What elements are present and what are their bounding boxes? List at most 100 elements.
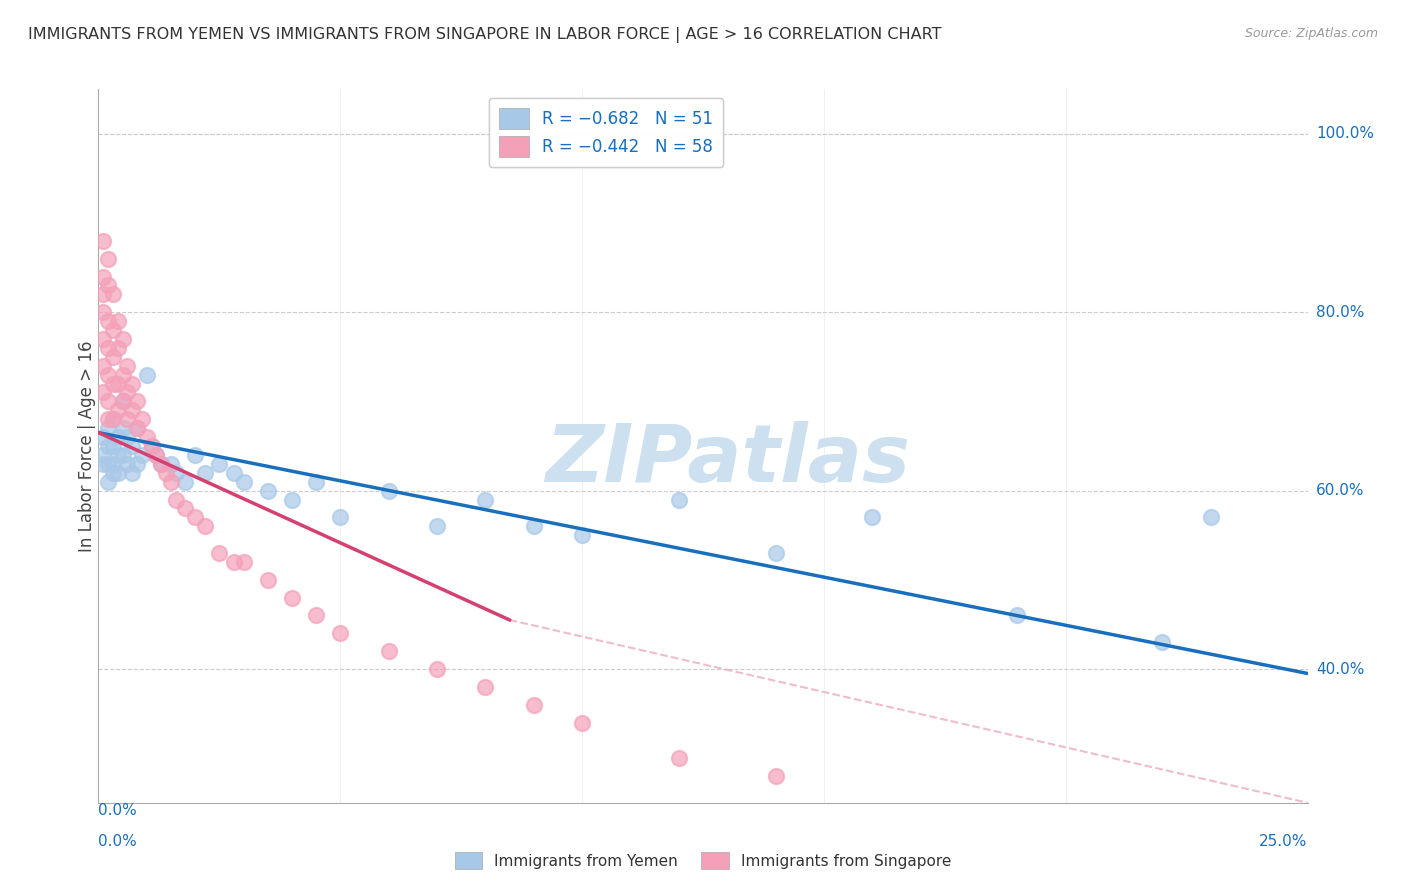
Text: 60.0%: 60.0% [1316,483,1364,498]
Point [121,376,143,391]
Point [571,528,593,542]
Point [97,439,120,453]
Point [523,698,546,712]
Point [232,555,254,569]
Point [97,252,120,266]
Point [426,519,449,533]
Point [222,466,245,480]
Point [160,457,183,471]
Point [165,492,187,507]
Point [131,448,153,462]
Point [1007,608,1029,623]
Point [97,421,120,435]
Point [111,368,134,382]
Point [135,368,157,382]
Point [97,457,120,471]
Point [97,314,120,328]
Point [91,457,114,471]
Point [141,439,163,453]
Point [121,466,143,480]
Point [91,287,114,301]
Point [174,501,197,516]
Point [668,492,690,507]
Point [131,412,153,426]
Point [97,368,120,382]
Point [101,323,124,337]
Point [117,385,139,400]
Text: 100.0%: 100.0% [1316,127,1374,141]
Point [523,519,546,533]
Point [155,466,177,480]
Point [256,483,278,498]
Point [97,394,120,409]
Point [127,421,149,435]
Point [101,412,124,426]
Point [117,359,139,373]
Point [121,403,143,417]
Point [208,546,231,560]
Text: ZIPatlas: ZIPatlas [544,421,910,500]
Point [111,421,134,435]
Point [765,546,787,560]
Text: 0.0%: 0.0% [98,803,138,818]
Point [860,510,883,524]
Point [101,287,124,301]
Point [111,394,134,409]
Point [107,466,129,480]
Point [305,475,328,489]
Point [329,510,352,524]
Point [107,403,129,417]
Point [107,314,129,328]
Text: IMMIGRANTS FROM YEMEN VS IMMIGRANTS FROM SINGAPORE IN LABOR FORCE | AGE > 16 COR: IMMIGRANTS FROM YEMEN VS IMMIGRANTS FROM… [28,27,942,43]
Point [91,430,114,444]
Point [127,457,149,471]
Point [765,769,787,783]
Point [232,475,254,489]
Point [107,376,129,391]
Point [135,430,157,444]
Point [107,430,129,444]
Point [184,448,207,462]
Point [91,385,114,400]
Point [101,412,124,426]
Point [91,448,114,462]
Point [117,430,139,444]
Point [474,680,496,694]
Y-axis label: In Labor Force | Age > 16: In Labor Force | Age > 16 [79,340,96,552]
Point [426,662,449,676]
Point [101,350,124,364]
Point [281,492,304,507]
Point [222,555,245,569]
Text: 40.0%: 40.0% [1316,662,1364,676]
Point [377,644,399,658]
Point [97,341,120,355]
Text: 0.0%: 0.0% [98,834,138,849]
Point [107,448,129,462]
Point [160,475,183,489]
Point [111,332,134,346]
Point [194,519,217,533]
Point [101,457,124,471]
Point [97,475,120,489]
Point [281,591,304,605]
Point [101,376,124,391]
Point [571,715,593,730]
Point [377,483,399,498]
Text: Source: ZipAtlas.com: Source: ZipAtlas.com [1244,27,1378,40]
Point [256,573,278,587]
Point [117,457,139,471]
Point [474,492,496,507]
Point [91,332,114,346]
Point [1199,510,1222,524]
Point [111,448,134,462]
Point [145,448,167,462]
Point [91,269,114,284]
Point [150,457,173,471]
Point [184,510,207,524]
Point [329,626,352,640]
Point [668,751,690,765]
Point [101,439,124,453]
Point [208,457,231,471]
Point [165,466,187,480]
Text: 80.0%: 80.0% [1316,305,1364,319]
